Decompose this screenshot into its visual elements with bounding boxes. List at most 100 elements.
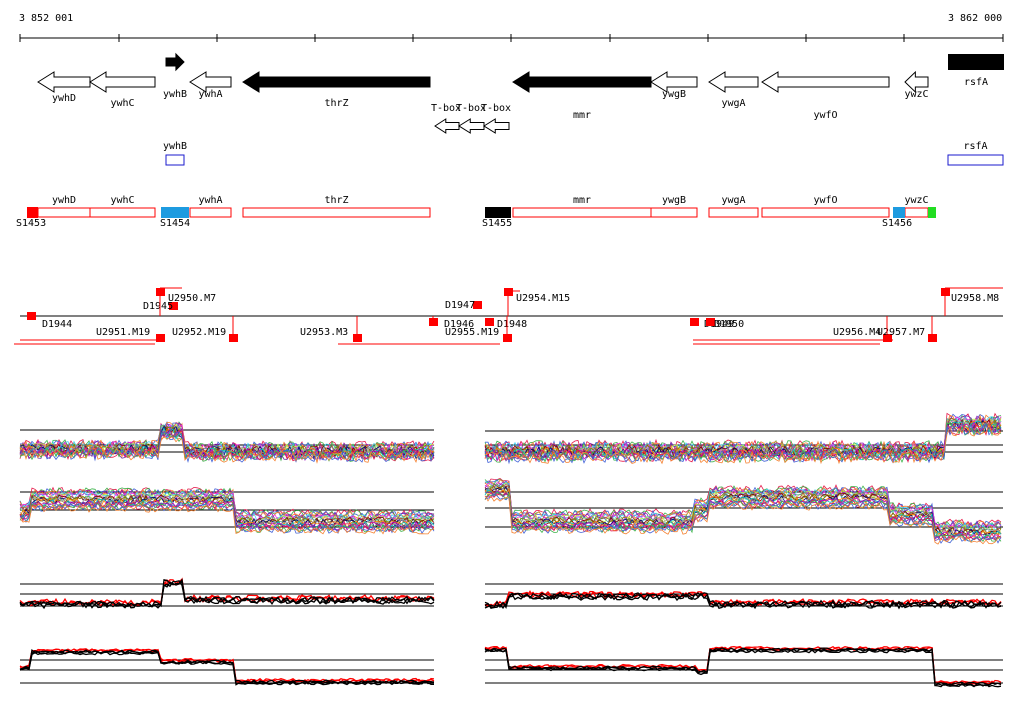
expression-trace [484, 491, 1002, 541]
operon-box-ywzC[interactable] [904, 207, 929, 218]
forward-box-label: rsfA [963, 141, 987, 152]
operon-box-ywgB[interactable] [650, 207, 698, 218]
coord-start: 3 852 001 [19, 13, 74, 24]
expression-panel-profiles-mid-left [19, 486, 435, 535]
promoter-box[interactable] [161, 207, 189, 218]
gene-ywhA-arrow[interactable] [189, 71, 232, 93]
operon-label: ywhC [110, 195, 134, 206]
gene-label: ywzC [904, 89, 928, 100]
expression-trace [19, 435, 435, 464]
expression-trace [484, 423, 1002, 465]
expression-trace [19, 499, 435, 531]
operon-box-ywgA[interactable] [708, 207, 759, 218]
gene-label: T-box [431, 103, 461, 114]
operon-box-ywhA[interactable] [189, 207, 232, 218]
gene-ywgA-arrow[interactable] [708, 71, 759, 93]
gene-label: T-box [456, 103, 486, 114]
expression-trace [484, 495, 1002, 545]
expression-panel-profiles-mid-right [484, 477, 1003, 545]
expression-trace [484, 592, 1002, 610]
gene-ywzC-arrow[interactable] [904, 70, 929, 94]
promoter-label: S1456 [882, 218, 912, 229]
operon-box-ywfO[interactable] [761, 207, 890, 218]
promoter-box[interactable] [893, 207, 905, 218]
gene-rsfA-arrow[interactable] [948, 54, 1004, 70]
expression-trace [19, 502, 435, 534]
gene-ywhB-arrow[interactable] [165, 52, 185, 72]
segment-marker[interactable] [156, 334, 165, 342]
expression-panel-summary-red-left [19, 577, 435, 610]
expression-trace [484, 419, 1002, 461]
forward-box-label: ywhB [163, 141, 187, 152]
operon-label: ywzC [904, 195, 928, 206]
segment-marker[interactable] [485, 318, 494, 326]
gene-label: thrZ [324, 98, 348, 109]
gene-ywfO-arrow[interactable] [761, 71, 890, 93]
expression-trace [19, 648, 435, 684]
segment-label: U2956.M4 [833, 327, 881, 338]
segment-marker[interactable] [27, 312, 36, 320]
operon-box-ywhC[interactable] [89, 207, 156, 218]
segment-marker[interactable] [473, 301, 482, 309]
promoter-box[interactable] [928, 207, 936, 218]
segment-label: U2955.M19 [445, 327, 499, 338]
forward-box-ywhB[interactable] [165, 154, 185, 166]
gene-label: rsfA [964, 77, 988, 88]
expression-trace [484, 417, 1002, 457]
operon-label: ywhD [52, 195, 76, 206]
expression-trace [484, 423, 1002, 464]
expression-trace [484, 491, 1002, 542]
operon-box-mmr[interactable] [512, 207, 652, 218]
operon-box-thrZ[interactable] [242, 207, 431, 218]
expression-trace [484, 647, 1002, 686]
gene-label: mmr [573, 110, 591, 121]
gene-T-box-arrow[interactable] [483, 118, 510, 134]
gene-T-box-arrow[interactable] [434, 118, 460, 134]
expression-trace [19, 580, 435, 610]
expression-trace [484, 490, 1002, 541]
gene-ywgB-arrow[interactable] [650, 71, 698, 93]
expression-trace [484, 420, 1002, 461]
operon-box-ywhD[interactable] [37, 207, 91, 218]
expression-panel-profiles-top-right [484, 412, 1003, 465]
segment-marker[interactable] [706, 318, 715, 326]
expression-trace [19, 650, 434, 686]
segment-label: U2951.M19 [96, 327, 150, 338]
segment-label: D1949 [704, 319, 734, 330]
gene-T-box-arrow[interactable] [458, 118, 485, 134]
segment-marker[interactable] [169, 302, 178, 310]
operon-label: ywgA [721, 195, 745, 206]
gene-label: ywhB [163, 89, 187, 100]
segment-label: D1947 [445, 300, 475, 311]
forward-box-rsfA[interactable] [947, 154, 1004, 166]
operon-label: thrZ [324, 195, 348, 206]
expression-panel-summary-red-right [484, 583, 1003, 610]
segment-label: U2954.M15 [516, 293, 570, 304]
expression-panel-profiles-top-left [19, 421, 435, 464]
segment-label: D1948 [497, 319, 527, 330]
operon-label: ywfO [813, 195, 837, 206]
gene-mmr-arrow[interactable] [512, 71, 652, 93]
segment-label: D1946 [444, 319, 474, 330]
expression-trace [484, 493, 1002, 544]
segment-marker[interactable] [690, 318, 699, 326]
expression-trace [19, 430, 435, 462]
gene-label: ywhC [110, 98, 134, 109]
promoter-box[interactable] [485, 207, 511, 218]
gene-ywhD-arrow[interactable] [37, 71, 91, 93]
expression-trace [484, 593, 1002, 610]
expression-trace [19, 503, 435, 535]
gene-thrZ-arrow[interactable] [242, 71, 431, 93]
expression-panel-summary-black-right [484, 645, 1003, 688]
operon-label: ywhA [198, 195, 222, 206]
promoter-label: S1454 [160, 218, 190, 229]
expression-trace [19, 501, 435, 533]
segment-label: U2952.M19 [172, 327, 226, 338]
expression-trace [19, 427, 435, 462]
expression-trace [484, 645, 1002, 685]
expression-trace [484, 648, 1002, 688]
promoter-box[interactable] [27, 207, 38, 218]
gene-ywhC-arrow[interactable] [89, 71, 156, 93]
segment-label: U2957.M7 [877, 327, 925, 338]
